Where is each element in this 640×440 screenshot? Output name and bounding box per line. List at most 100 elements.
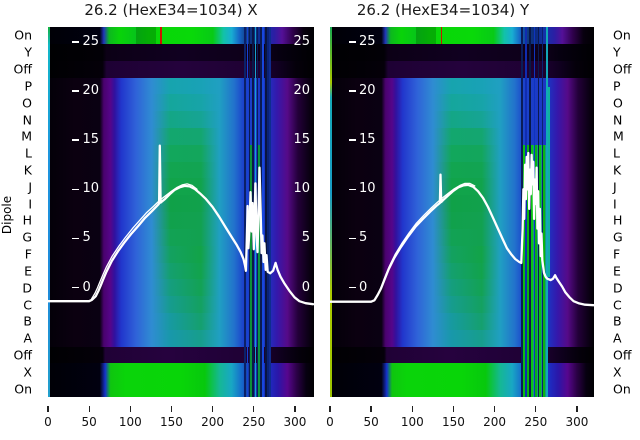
inner-tick-label-0: 0 bbox=[359, 279, 368, 295]
profile-curve-x bbox=[48, 144, 314, 306]
heatmap-stripe bbox=[256, 27, 258, 397]
heatmap-stripe bbox=[527, 145, 529, 397]
x-tick-mark bbox=[493, 405, 496, 412]
row-label-left-p-3: P bbox=[24, 78, 32, 94]
x-tick-label-y-200: 200 bbox=[483, 415, 507, 429]
inner-tick-label-20: 20 bbox=[82, 83, 100, 99]
x-tick-label-x-50: 50 bbox=[81, 415, 97, 429]
inner-tick-label-10: 10 bbox=[359, 181, 376, 197]
row-label-left-d-15: D bbox=[22, 280, 32, 296]
inner-tick-mark bbox=[72, 188, 79, 191]
heatmap-stripe bbox=[269, 27, 271, 397]
row-label-left-g-12: G bbox=[22, 229, 32, 245]
inner-tick-label-right-10: 10 bbox=[293, 181, 310, 197]
heatmap-stripe bbox=[531, 145, 533, 397]
inner-tick-mark bbox=[72, 90, 79, 92]
row-label-right-o-4: O bbox=[613, 95, 623, 111]
heatmap-band bbox=[330, 94, 594, 112]
inner-tick-mark bbox=[72, 237, 79, 240]
x-tick-mark bbox=[411, 405, 413, 412]
row-label-left-o-4: O bbox=[22, 95, 32, 111]
row-label-left-on-0: On bbox=[14, 27, 32, 43]
inner-tick-label-25: 25 bbox=[82, 34, 100, 50]
inner-tick-label-right-0: 0 bbox=[301, 279, 310, 295]
row-label-right-f-13: F bbox=[613, 246, 621, 262]
heatmap-stripe bbox=[545, 27, 548, 397]
edge-column bbox=[330, 27, 332, 397]
profile-curve-y bbox=[330, 151, 594, 307]
x-tick-mark bbox=[535, 405, 537, 412]
heatmap-band bbox=[330, 43, 594, 62]
heatmap-stripe bbox=[535, 145, 537, 397]
row-label-left-b-17: B bbox=[23, 313, 32, 329]
heatmap-band bbox=[330, 60, 594, 78]
inner-tick-mark bbox=[72, 41, 79, 43]
inner-tick-label-0: 0 bbox=[82, 279, 91, 295]
heatmap-stripe bbox=[136, 27, 156, 44]
row-label-left-a-18: A bbox=[23, 330, 32, 346]
inner-tick-label-right-25: 25 bbox=[293, 34, 310, 50]
inner-tick-label-right-5: 5 bbox=[301, 230, 310, 246]
inner-tick-mark bbox=[348, 90, 356, 92]
row-label-left-h-11: H bbox=[22, 212, 32, 228]
row-label-left-on-21: On bbox=[14, 381, 32, 397]
row-label-left-off-19: Off bbox=[13, 347, 32, 363]
x-tick-mark bbox=[88, 405, 90, 412]
heatmap-panel-x: 25 25 20 20 15 15 10 10 5 5 0 0 bbox=[48, 27, 314, 397]
row-label-right-off-2: Off bbox=[613, 61, 632, 77]
heatmap-stripe bbox=[267, 27, 269, 397]
x-tick-label-x-200: 200 bbox=[201, 415, 225, 429]
inner-tick-label-5: 5 bbox=[359, 230, 368, 246]
row-label-right-a-18: A bbox=[613, 330, 622, 346]
row-label-left-x-20: X bbox=[23, 364, 32, 380]
row-label-right-n-5: N bbox=[613, 112, 623, 127]
row-label-right-i-10: I bbox=[613, 196, 617, 212]
row-label-left-e-14: E bbox=[24, 263, 32, 279]
row-label-right-on-21: On bbox=[613, 381, 631, 397]
x-tick-mark bbox=[129, 405, 131, 412]
heatmap-band bbox=[330, 111, 594, 129]
x-tick-label-y-0: 0 bbox=[326, 415, 334, 429]
row-label-right-c-16: C bbox=[613, 297, 622, 312]
edge-column bbox=[48, 27, 50, 397]
inner-tick-label-10: 10 bbox=[82, 181, 100, 197]
x-tick-label-y-150: 150 bbox=[441, 415, 465, 429]
row-label-right-g-12: G bbox=[613, 229, 623, 245]
heatmap-stripe bbox=[160, 27, 162, 44]
inner-tick-label-20: 20 bbox=[359, 83, 376, 99]
x-tick-label-y-250: 250 bbox=[524, 415, 548, 429]
heatmap-stripe bbox=[525, 27, 527, 397]
inner-tick-mark bbox=[348, 139, 356, 141]
heatmap-stripe bbox=[521, 27, 523, 397]
heatmap-band bbox=[330, 363, 594, 397]
inner-tick-label-right-20: 20 bbox=[293, 83, 310, 99]
row-label-right-m-6: M bbox=[613, 128, 624, 144]
x-tick-mark bbox=[452, 405, 455, 412]
heatmap-stripe bbox=[440, 27, 442, 44]
inner-tick-mark bbox=[348, 286, 356, 289]
row-label-left-f-13: F bbox=[24, 246, 32, 262]
heatmap-band bbox=[330, 27, 594, 45]
x-tick-mark bbox=[253, 405, 255, 412]
row-label-left-j-9: J bbox=[28, 179, 32, 195]
x-tick-label-x-0: 0 bbox=[44, 415, 52, 429]
inner-tick-mark bbox=[72, 139, 79, 141]
heatmap-stripe bbox=[529, 27, 531, 397]
x-tick-mark bbox=[370, 405, 372, 412]
x-tick-label-x-250: 250 bbox=[242, 415, 266, 429]
row-label-right-h-11: H bbox=[613, 212, 623, 228]
panel-title-y: 26.2 (HexE34=1034) Y bbox=[356, 1, 530, 19]
x-tick-mark bbox=[47, 405, 49, 412]
x-tick-mark bbox=[170, 405, 173, 412]
row-label-right-j-9: J bbox=[613, 179, 617, 195]
inner-tick-mark bbox=[72, 286, 79, 289]
row-label-left-m-6: M bbox=[21, 128, 32, 144]
heatmap-stripe bbox=[523, 145, 525, 397]
row-label-left-y-1: Y bbox=[24, 44, 32, 60]
x-tick-mark bbox=[294, 405, 296, 412]
row-label-left-off-2: Off bbox=[13, 61, 32, 77]
row-label-right-on-0: On bbox=[613, 27, 631, 43]
x-tick-label-x-150: 150 bbox=[159, 415, 183, 429]
row-label-left-n-5: N bbox=[22, 112, 32, 127]
